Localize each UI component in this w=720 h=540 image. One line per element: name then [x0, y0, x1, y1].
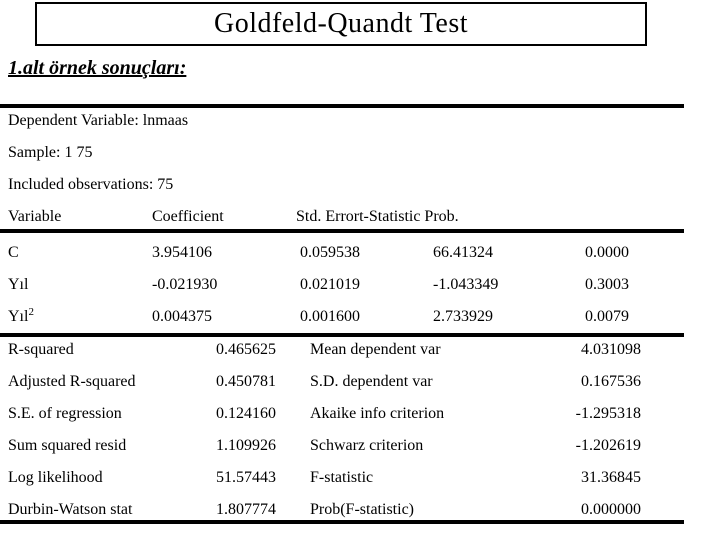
coef-bottom-rule [0, 333, 684, 337]
std-error-cell: 0.059538 [300, 244, 360, 261]
section-heading: 1.alt örnek sonuçları: [8, 57, 187, 79]
std-error-cell: 0.001600 [300, 308, 360, 325]
coefficient-cell: -0.021930 [152, 276, 218, 293]
col-header-stderr-tstat-prob: Std. Errort-Statistic Prob. [296, 208, 459, 225]
stat-label: Durbin-Watson stat [8, 501, 133, 518]
stat-value: 0.450781 [216, 373, 276, 390]
stat-value: 1.807774 [216, 501, 276, 518]
stat-value: 31.36845 [581, 469, 641, 486]
coef-variable-cell: Yıl [8, 275, 28, 294]
stat-value: 1.109926 [216, 437, 276, 454]
prob-cell: 0.0000 [585, 244, 629, 261]
stat-label: Prob(F-statistic) [310, 501, 414, 518]
variable-exponent: 2 [28, 306, 34, 318]
col-header-coefficient: Coefficient [152, 208, 224, 225]
table-bottom-rule [0, 520, 684, 524]
t-statistic-cell: 2.733929 [433, 308, 493, 325]
stat-label: F-statistic [310, 469, 374, 486]
stat-label: Mean dependent var [310, 341, 441, 358]
dependent-variable-line: Dependent Variable: lnmaas [8, 112, 189, 129]
stat-value: 0.124160 [216, 405, 276, 422]
coefficient-cell: 0.004375 [152, 308, 212, 325]
std-error-cell: 0.021019 [300, 276, 360, 293]
coef-variable-cell: C [8, 243, 19, 262]
slide-title: Goldfeld-Quandt Test [213, 8, 469, 39]
stat-label: S.D. dependent var [310, 373, 433, 390]
stat-value: 51.57443 [216, 469, 276, 486]
header-bottom-rule [0, 229, 684, 233]
stat-value: -1.295318 [575, 405, 641, 422]
coef-variable-cell: Yıl2 [8, 307, 34, 326]
stat-value: 4.031098 [581, 341, 641, 358]
stat-label: S.E. of regression [8, 405, 122, 422]
title-box: Goldfeld-Quandt Test [35, 2, 647, 46]
stat-label: Log likelihood [8, 469, 103, 486]
observations-line: Included observations: 75 [8, 176, 174, 193]
sample-line: Sample: 1 75 [8, 144, 93, 161]
variable-name: Yıl [8, 276, 29, 293]
prob-cell: 0.0079 [585, 308, 629, 325]
stat-label: Schwarz criterion [310, 437, 424, 454]
stat-value: 0.000000 [581, 501, 641, 518]
stat-value: -1.202619 [575, 437, 641, 454]
stat-value: 0.167536 [581, 373, 641, 390]
col-header-variable: Variable [8, 208, 62, 225]
stat-label: Adjusted R-squared [8, 373, 136, 390]
stat-value: 0.465625 [216, 341, 276, 358]
variable-name: Yıl [8, 308, 29, 325]
t-statistic-cell: -1.043349 [433, 276, 499, 293]
stat-label: R-squared [8, 341, 74, 358]
table-top-rule [0, 104, 684, 108]
coefficient-cell: 3.954106 [152, 244, 212, 261]
prob-cell: 0.3003 [585, 276, 629, 293]
stat-label: Akaike info criterion [310, 405, 445, 422]
stat-label: Sum squared resid [8, 437, 127, 454]
t-statistic-cell: 66.41324 [433, 244, 493, 261]
variable-name: C [8, 244, 19, 261]
